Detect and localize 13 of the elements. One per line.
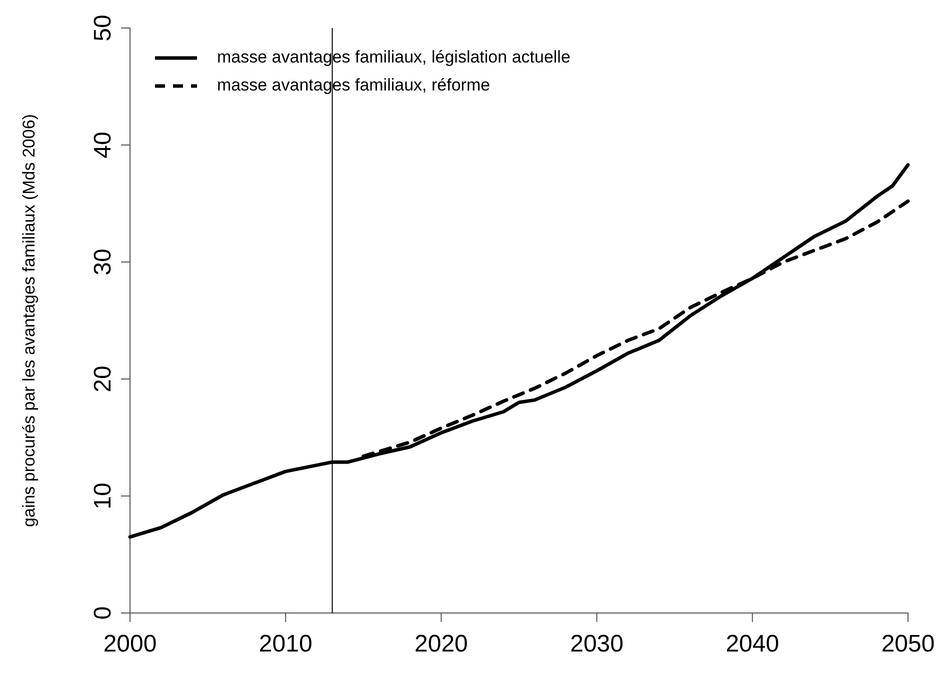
x-tick-label: 2050 <box>881 630 935 658</box>
y-tick-label: 0 <box>89 606 116 620</box>
y-tick-label: 20 <box>89 366 116 392</box>
y-tick-label: 50 <box>89 14 116 42</box>
x-tick-label: 2040 <box>726 630 780 658</box>
x-tick-label: 2030 <box>570 630 624 658</box>
x-tick-label: 2020 <box>414 630 468 658</box>
x-tick-label: 2000 <box>103 630 157 658</box>
x-tick-label: 2010 <box>258 630 312 658</box>
y-tick-label: 40 <box>89 132 116 158</box>
y-axis-title: gains procurés par les avantages familiaux (Mds 2006) <box>19 114 38 527</box>
y-tick-label: 10 <box>89 482 116 510</box>
y-tick-label: 30 <box>89 248 116 276</box>
